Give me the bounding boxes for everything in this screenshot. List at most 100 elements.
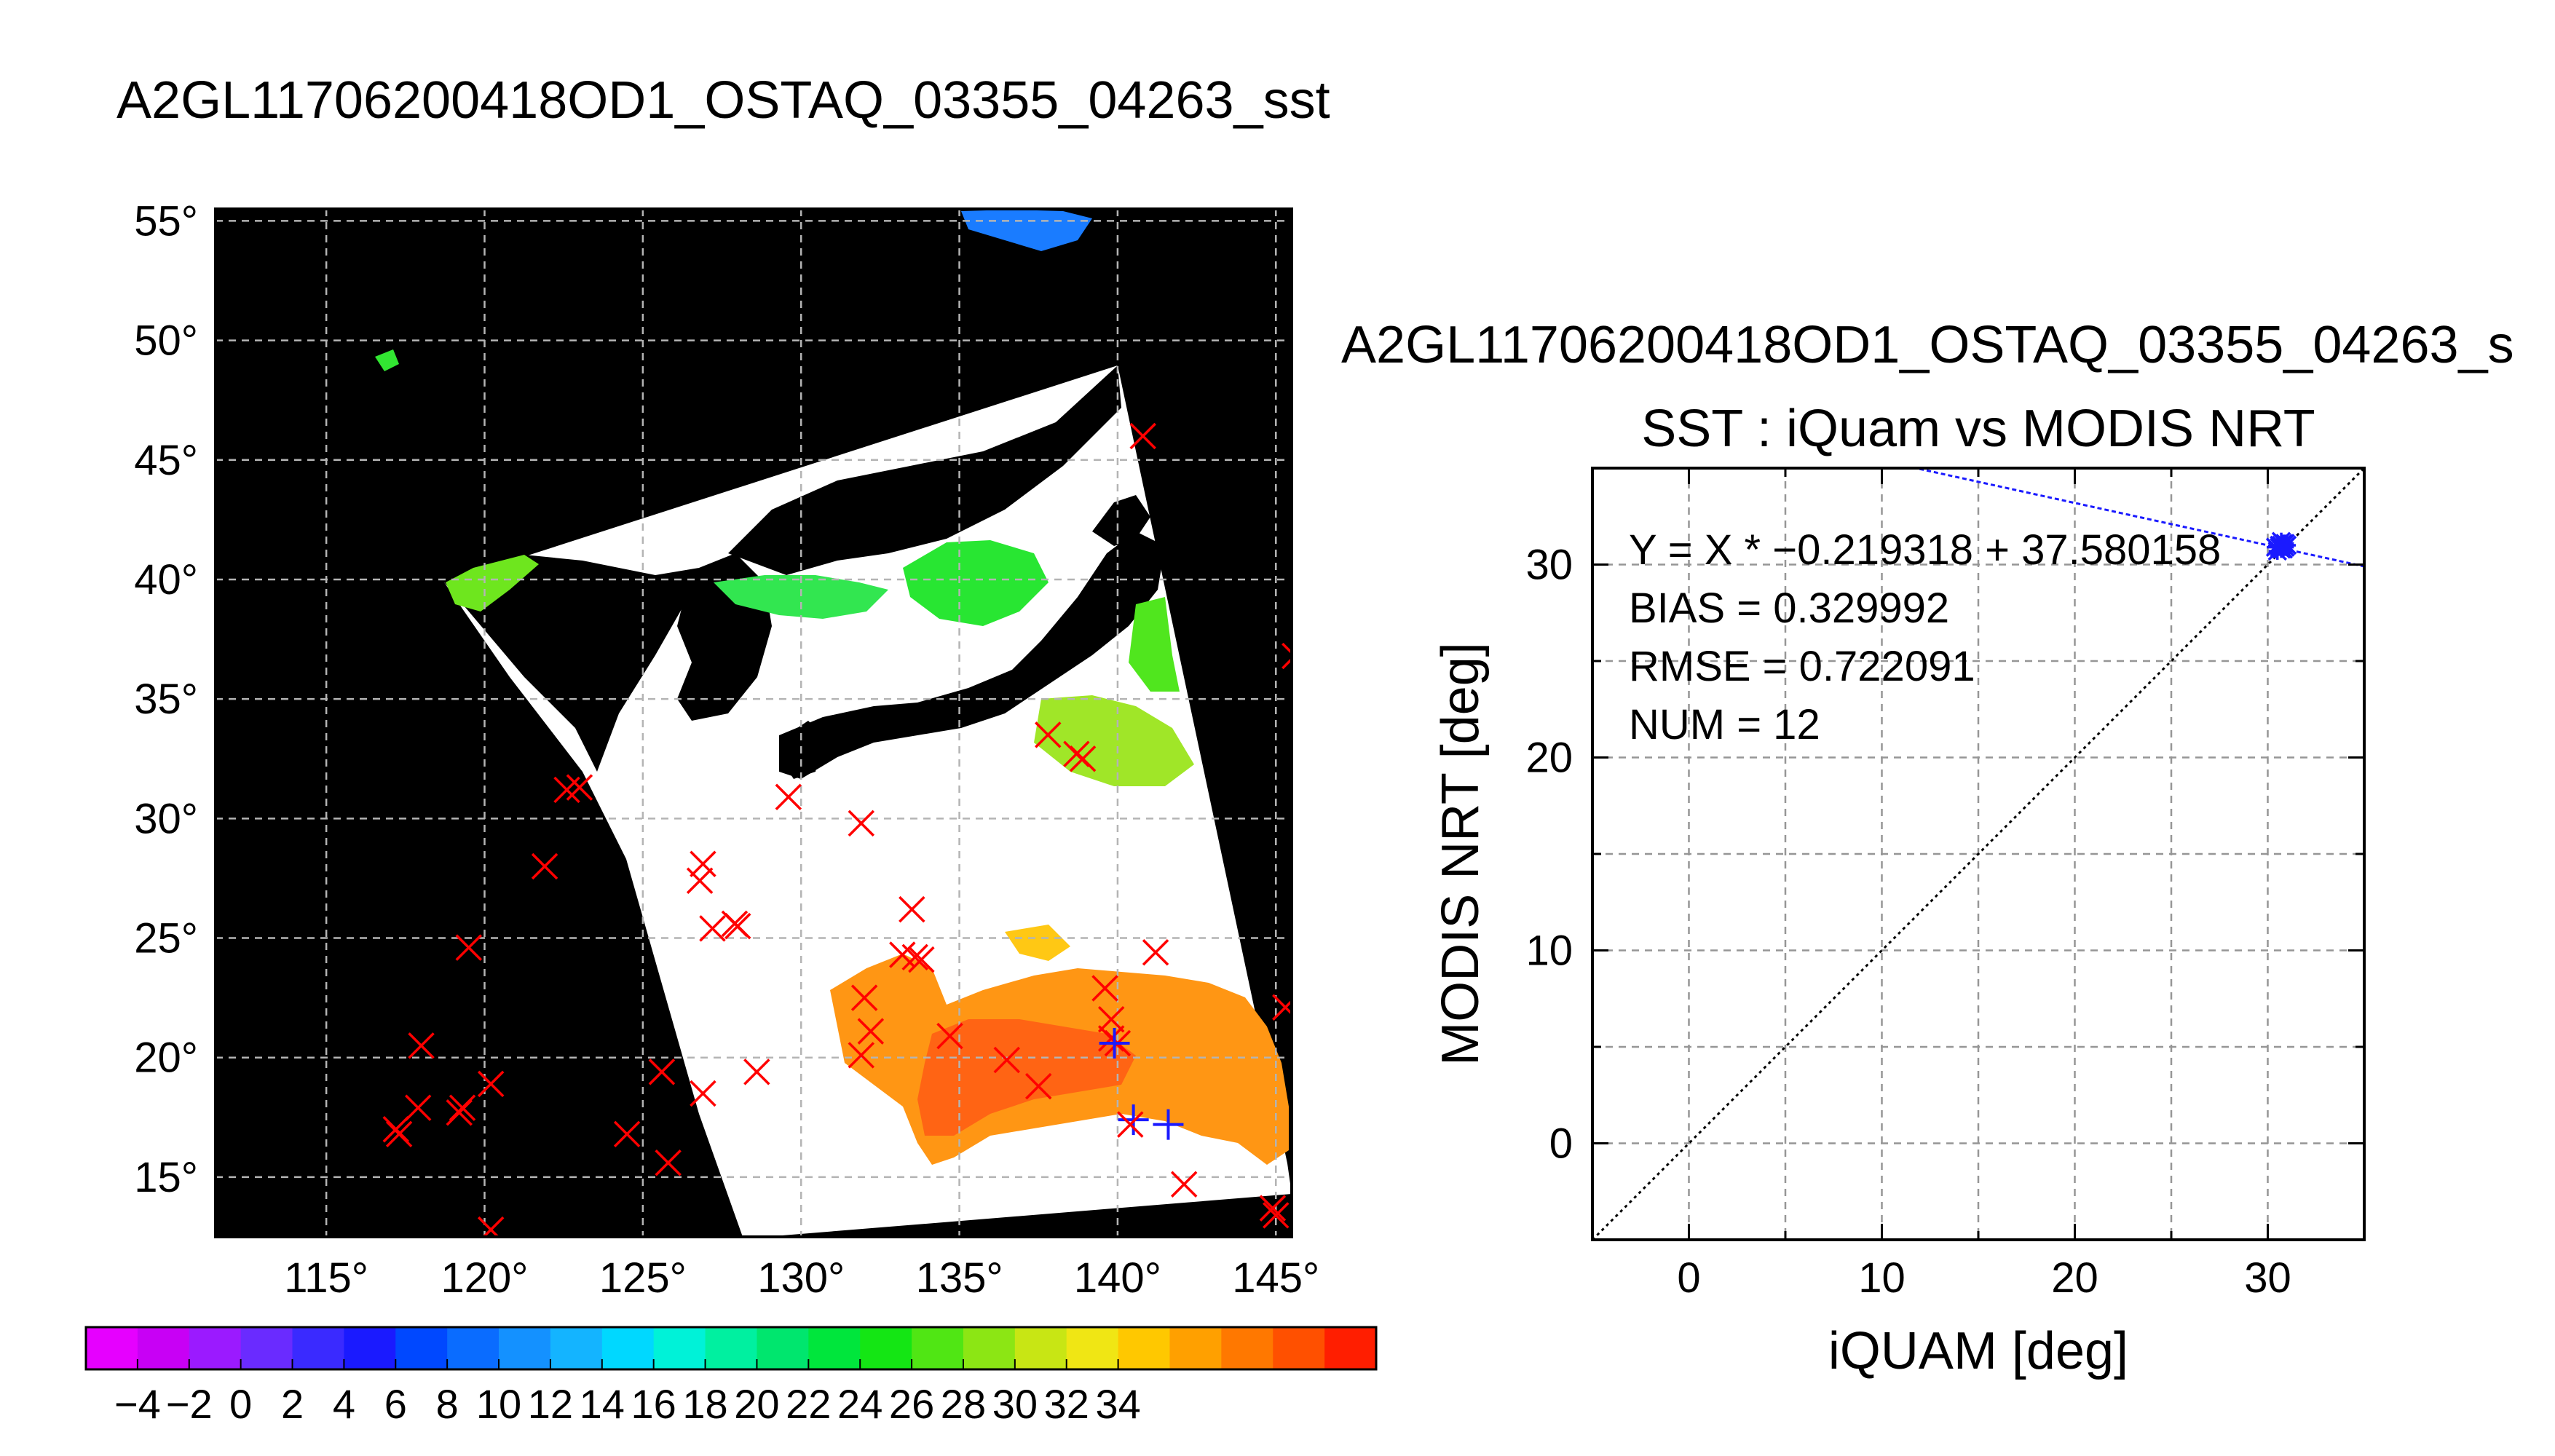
colorbar-label-10: 16 [631, 1381, 676, 1427]
lon-tick-label-120: 120° [441, 1254, 529, 1302]
lat-tick-label-30: 30° [134, 795, 198, 842]
map-marker-x-25 [1097, 1005, 1125, 1033]
scatter-x-tick-30: 30 [2244, 1254, 2291, 1302]
map-marker-x-35 [477, 1070, 505, 1098]
map-marker-x-23 [850, 984, 878, 1011]
map-frame [214, 207, 1293, 1238]
scatter-x-tick-20: 20 [2051, 1254, 2098, 1302]
sst-patch-japan-sea-west [714, 575, 888, 619]
lat-tick-label-20: 20° [134, 1034, 198, 1082]
map-marker-x-26 [857, 1018, 885, 1045]
map-marker-x-17 [455, 934, 483, 961]
map-marker-x-42 [385, 1120, 413, 1148]
sst-patch-japan-sea-east [903, 540, 1049, 626]
map-marker-x-34 [648, 1059, 676, 1085]
sst-patch-small-green [375, 349, 399, 371]
stat-num: NUM = 12 [1629, 701, 1820, 748]
scatter-y-tick-30: 30 [1525, 542, 1573, 589]
colorbar-segment-7 [447, 1327, 499, 1369]
scatter-x-tick-10: 10 [1858, 1254, 1906, 1302]
colorbar-label-16: 28 [941, 1381, 986, 1427]
lat-tick-label-55: 55° [134, 197, 198, 245]
colorbar-label-11: 18 [682, 1381, 727, 1427]
map-marker-x-44 [655, 1149, 682, 1176]
colorbar-label-4: 4 [333, 1381, 355, 1427]
map-marker-x-8 [775, 783, 802, 811]
stats-block: Y = X * −0.219318 + 37.580158 BIAS = 0.3… [1629, 526, 2221, 748]
china-landmass [444, 553, 699, 772]
colorbar-segment-17 [963, 1327, 1016, 1369]
map-marker-x-9 [848, 810, 875, 837]
japan-landmass [779, 531, 1165, 779]
regression-line [1911, 468, 2364, 568]
colorbar-segment-11 [653, 1327, 706, 1369]
colorbar-segment-6 [395, 1327, 448, 1369]
colorbar-label-9: 14 [580, 1381, 625, 1427]
stat-fit-equation: Y = X * −0.219318 + 37.580158 [1629, 526, 2221, 574]
map-marker-x-27 [936, 1022, 963, 1050]
lon-tick-label-135: 135° [916, 1254, 1003, 1302]
colorbar-segment-5 [344, 1327, 396, 1369]
colorbar-label-3: 2 [281, 1381, 304, 1427]
colorbar-segment-8 [499, 1327, 551, 1369]
colorbar-label-0: −4 [114, 1381, 161, 1427]
map-marker-x-21 [1142, 938, 1169, 966]
map-marker-x-37 [690, 1080, 716, 1107]
colorbar-segment-22 [1221, 1327, 1273, 1369]
map-tick-labels: 115° 120° 125° 130° 135° 140° 145° 15° 20° 25° 30°… [134, 197, 1319, 1302]
colorbar-segment-0 [86, 1327, 138, 1369]
stat-rmse: RMSE = 0.722091 [1629, 643, 1975, 690]
map-marker-x-46 [1259, 1195, 1287, 1222]
map-marker-x-20 [908, 946, 935, 973]
colorbar-segment-1 [137, 1327, 190, 1369]
colorbar-segment-20 [1118, 1327, 1171, 1369]
map-marker-x-40 [446, 1099, 473, 1126]
scatter-y-tick-10: 10 [1525, 927, 1573, 975]
colorbar-segment-10 [601, 1327, 655, 1369]
lat-tick-label-15: 15° [134, 1154, 198, 1201]
colorbar-segment-21 [1169, 1327, 1222, 1369]
colorbar-label-15: 26 [889, 1381, 934, 1427]
colorbar-label-2: 0 [229, 1381, 252, 1427]
scatter-y-tick-20: 20 [1525, 735, 1573, 782]
scatter-point-11 [2271, 535, 2291, 555]
colorbar-segment-23 [1273, 1327, 1325, 1369]
colorbar-segment-9 [550, 1327, 603, 1369]
stat-bias: BIAS = 0.329992 [1629, 585, 1949, 632]
lon-tick-label-140: 140° [1074, 1254, 1161, 1302]
colorbar-label-8: 12 [528, 1381, 573, 1427]
colorbar-segment-15 [860, 1327, 912, 1369]
sst-patch-kuroshio [1034, 695, 1194, 786]
map-marker-x-1 [1295, 500, 1320, 525]
map-area [216, 209, 1320, 1237]
colorbar-segment-12 [705, 1327, 758, 1369]
colorbar-label-14: 24 [837, 1381, 882, 1427]
map-marker-x-14 [699, 915, 726, 942]
colorbar-label-1: −2 [166, 1381, 213, 1427]
sst-patch-pacific-north [1129, 597, 1180, 692]
map-marker-x-52 [1117, 1111, 1144, 1138]
sst-patch-bohai [446, 555, 539, 612]
colorbar-label-5: 6 [384, 1381, 407, 1427]
map-marker-x-48 [477, 1216, 505, 1237]
scatter-top-title: A2GL11706200418OD1_OSTAQ_03355_04263_s [1341, 316, 2514, 374]
sst-patch-south-yellow [1005, 925, 1070, 961]
scatter-x-axis-label: iQUAM [deg] [1828, 1322, 2128, 1380]
colorbar-segment-19 [1066, 1327, 1119, 1369]
map-marker-x-16 [724, 912, 751, 940]
map-marker-x-3 [1035, 721, 1062, 748]
lon-tick-label-125: 125° [599, 1254, 687, 1302]
map-graticule [216, 209, 1292, 1237]
colorbar-label-7: 10 [476, 1381, 521, 1427]
lon-tick-label-130: 130° [757, 1254, 845, 1302]
lat-tick-label-40: 40° [134, 556, 198, 604]
hokkaido-landmass [1092, 495, 1150, 546]
russia-landmass [728, 365, 1121, 575]
map-marker-x-24 [1272, 994, 1292, 1021]
map-marker-x-36 [1024, 1072, 1052, 1100]
map-marker-x-39 [404, 1094, 432, 1121]
colorbar-segment-3 [240, 1327, 293, 1369]
colorbar-label-6: 8 [436, 1381, 459, 1427]
map-marker-x-2 [1282, 642, 1292, 670]
colorbar-segment-24 [1324, 1327, 1377, 1369]
